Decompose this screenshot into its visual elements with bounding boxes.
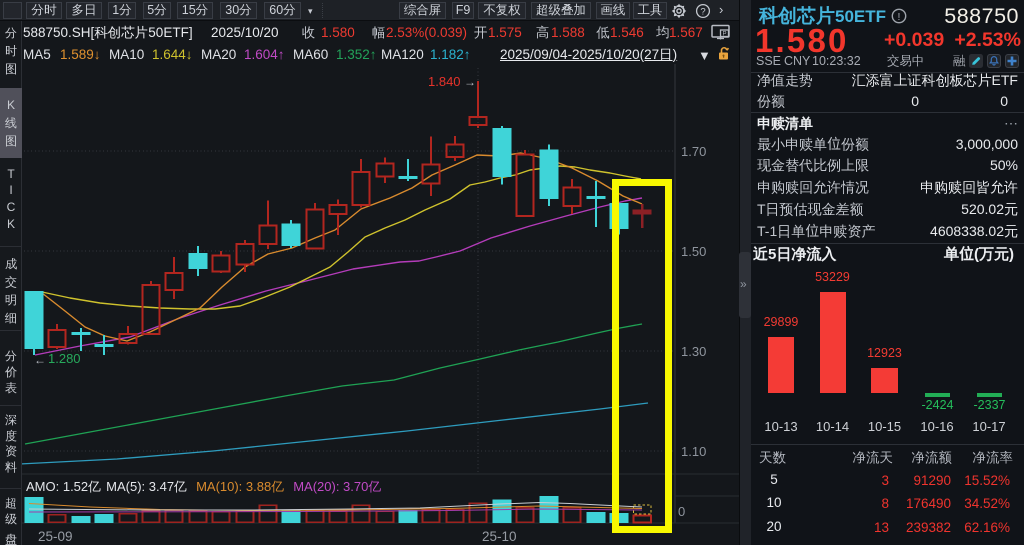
svg-text:25-09: 25-09 [38, 529, 73, 544]
svg-text:1.840: 1.840 [428, 74, 461, 89]
svg-text:1.280: 1.280 [48, 351, 81, 366]
svg-text:P: P [722, 32, 726, 38]
svg-text:→: → [464, 75, 476, 89]
svg-text:25-10: 25-10 [482, 529, 517, 544]
svg-text:!: ! [898, 11, 901, 23]
svg-text:1.70: 1.70 [681, 144, 706, 159]
svg-text:←: ← [34, 353, 46, 367]
svg-text:0: 0 [678, 504, 685, 519]
svg-text:?: ? [700, 6, 705, 17]
svg-text:1.10: 1.10 [681, 444, 706, 459]
svg-text:1.30: 1.30 [681, 344, 706, 359]
svg-text:1.50: 1.50 [681, 244, 706, 259]
